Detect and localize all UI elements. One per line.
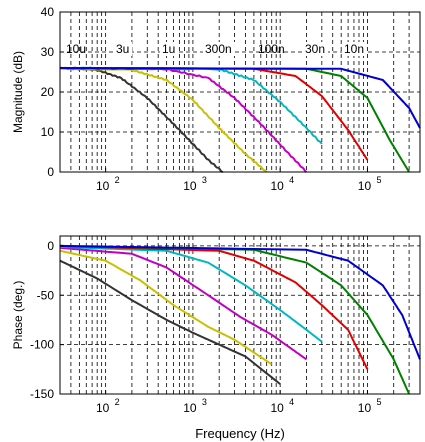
annotation-bg [160,42,178,56]
x-tick-label: 10 [358,401,372,415]
x-tick-exponent: 2 [115,397,120,407]
plot-frame [59,235,421,395]
y-tick-label: -50 [37,288,55,302]
y-tick-label: -100 [30,338,54,352]
annotation-label: 100n [258,42,285,56]
plot-1: 0 10 20 30 40 10 2 10 3 10 4 10 5 Magnitude (dB) 10u 3u… [11,5,421,193]
annotation-label: 30n [305,42,325,56]
annotation-label: 3u [116,42,129,56]
plot-area [60,236,420,394]
x-tick-exponent: 3 [202,175,207,185]
series-line-3 [59,66,308,173]
annotation-bg [114,42,132,56]
annotation-bg [342,42,367,56]
x-tick-exponent: 2 [115,175,120,185]
x-tick-label: 10 [358,179,372,193]
x-tick-exponent: 4 [289,397,294,407]
annotation-label: 300n [205,42,232,56]
x-tick-exponent: 4 [289,175,294,185]
series-line-4 [59,245,323,343]
x-tick-label: 10 [96,179,110,193]
x-axis-label: Frequency (Hz) [195,426,285,441]
series-line-7 [59,67,421,129]
y-tick-label: 10 [41,125,55,139]
annotation-bg [303,42,328,56]
x-tick-exponent: 5 [376,175,381,185]
y-tick-label: 20 [41,85,55,99]
x-tick-label: 10 [96,401,110,415]
x-tick-label: 10 [271,401,285,415]
series-line-2 [59,249,273,366]
x-tick-label: 10 [271,179,285,193]
plot-2: 0 -50 -100 -150 10 2 10 3 10 4 10 5 Phase (deg.) Freq… [11,235,421,441]
y-tick-label: 40 [41,5,55,19]
series-line-5 [59,244,369,370]
x-tick-exponent: 3 [202,397,207,407]
annotation-label: 1u [162,42,175,56]
y-tick-label: -150 [30,387,54,401]
annotation-label: 10n [344,42,364,56]
y-tick-label: 0 [47,239,54,253]
x-tick-exponent: 5 [376,397,381,407]
series-line-1 [59,66,224,173]
grid [60,12,420,172]
y-axis-label: Phase (deg.) [11,281,25,350]
x-tick-label: 10 [183,401,197,415]
annotation-label: 10u [66,42,86,56]
series-line-7 [59,244,421,360]
x-tick-label: 10 [183,179,197,193]
series-line-3 [59,246,308,361]
y-tick-label: 30 [41,45,55,59]
annotation-bg [203,42,235,56]
y-axis-label: Magnitude (dB) [11,51,25,133]
series-line-1 [59,259,281,385]
y-tick-label: 0 [47,165,54,179]
